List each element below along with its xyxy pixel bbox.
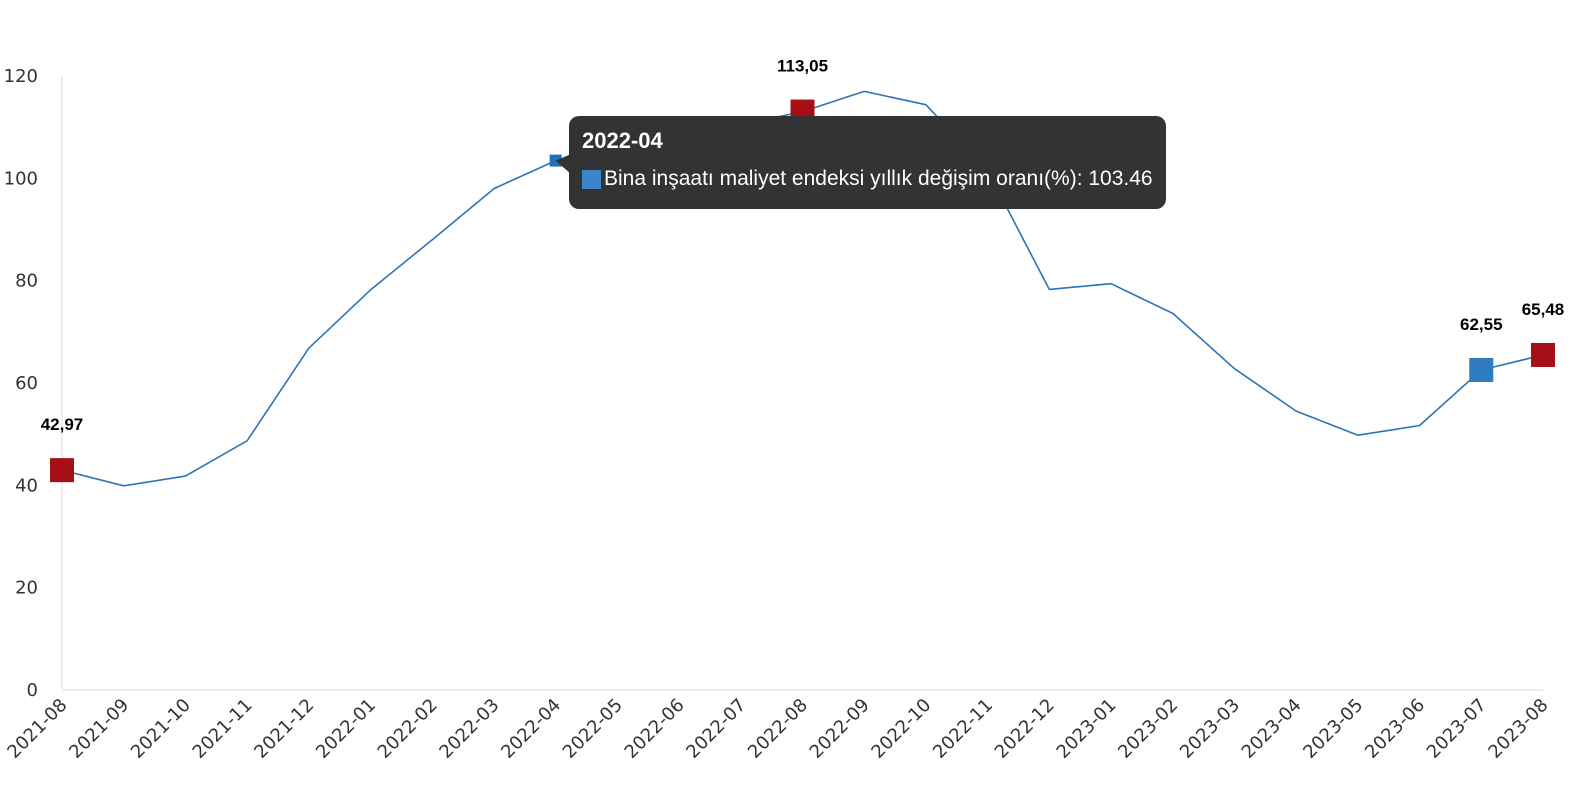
x-tick-label: 2023-04 bbox=[1238, 695, 1306, 763]
highlight-marker bbox=[1531, 342, 1555, 367]
x-tick-label: 2022-05 bbox=[559, 695, 627, 763]
x-tick-label: 2022-08 bbox=[744, 695, 812, 763]
x-axis-ticks: 2021-082021-092021-102021-112021-122022-… bbox=[3, 695, 1552, 763]
y-axis-ticks: 0 20 40 60 80 100 120 bbox=[4, 66, 38, 701]
markers bbox=[50, 99, 1555, 483]
x-tick-label: 2022-01 bbox=[312, 695, 380, 763]
x-tick-label: 2022-04 bbox=[497, 695, 565, 763]
axes bbox=[61, 76, 1543, 691]
x-tick-label: 2023-08 bbox=[1484, 695, 1552, 763]
x-tick-label: 2022-12 bbox=[991, 695, 1059, 763]
y-tick-label: 60 bbox=[15, 373, 38, 394]
y-tick-label: 120 bbox=[4, 66, 38, 87]
x-tick-label: 2021-09 bbox=[65, 695, 133, 763]
tooltip-value: 103.46 bbox=[1088, 167, 1153, 190]
x-tick-label: 2021-08 bbox=[3, 695, 71, 763]
data-label: 65,48 bbox=[1522, 300, 1565, 319]
x-tick-label: 2022-02 bbox=[374, 695, 442, 763]
x-tick-label: 2023-06 bbox=[1361, 695, 1429, 763]
tooltip-swatch bbox=[582, 169, 601, 189]
y-tick-label: 100 bbox=[4, 168, 38, 189]
x-tick-label: 2022-07 bbox=[682, 695, 750, 763]
data-labels: 42,97 113,05 62,55 65,48 bbox=[41, 57, 1565, 435]
tooltip-separator: : bbox=[1076, 167, 1089, 190]
highlight-marker bbox=[1469, 357, 1494, 382]
x-tick-label: 2021-11 bbox=[189, 695, 257, 763]
data-label: 113,05 bbox=[777, 57, 828, 76]
x-tick-label: 2022-06 bbox=[621, 695, 689, 763]
tooltip-title: 2022-04 bbox=[582, 128, 663, 153]
tooltip-series-label: Bina inşaatı maliyet endeksi yıllık deği… bbox=[604, 167, 1077, 190]
y-tick-label: 20 bbox=[15, 578, 38, 599]
x-tick-label: 2023-01 bbox=[1053, 695, 1121, 763]
data-label: 42,97 bbox=[41, 415, 84, 434]
y-tick-label: 0 bbox=[27, 680, 38, 701]
x-tick-label: 2022-11 bbox=[929, 695, 997, 763]
x-tick-label: 2021-12 bbox=[250, 695, 318, 763]
y-tick-label: 40 bbox=[15, 475, 38, 496]
tooltip-pointer bbox=[555, 154, 571, 174]
x-tick-label: 2023-03 bbox=[1176, 695, 1244, 763]
y-tick-label: 80 bbox=[15, 271, 38, 292]
x-tick-label: 2022-03 bbox=[435, 695, 503, 763]
x-tick-label: 2023-05 bbox=[1299, 695, 1367, 763]
x-tick-label: 2023-07 bbox=[1423, 695, 1491, 763]
tooltip-row: Bina inşaatı maliyet endeksi yıllık deği… bbox=[582, 166, 1153, 192]
x-tick-label: 2022-10 bbox=[867, 695, 935, 763]
highlight-marker bbox=[50, 458, 74, 483]
tooltip: 2022-04 Bina inşaatı maliyet endeksi yıl… bbox=[569, 116, 1166, 209]
x-tick-label: 2021-10 bbox=[127, 695, 195, 763]
x-tick-label: 2023-02 bbox=[1114, 695, 1182, 763]
x-tick-label: 2022-09 bbox=[806, 695, 874, 763]
data-label: 62,55 bbox=[1460, 315, 1503, 334]
